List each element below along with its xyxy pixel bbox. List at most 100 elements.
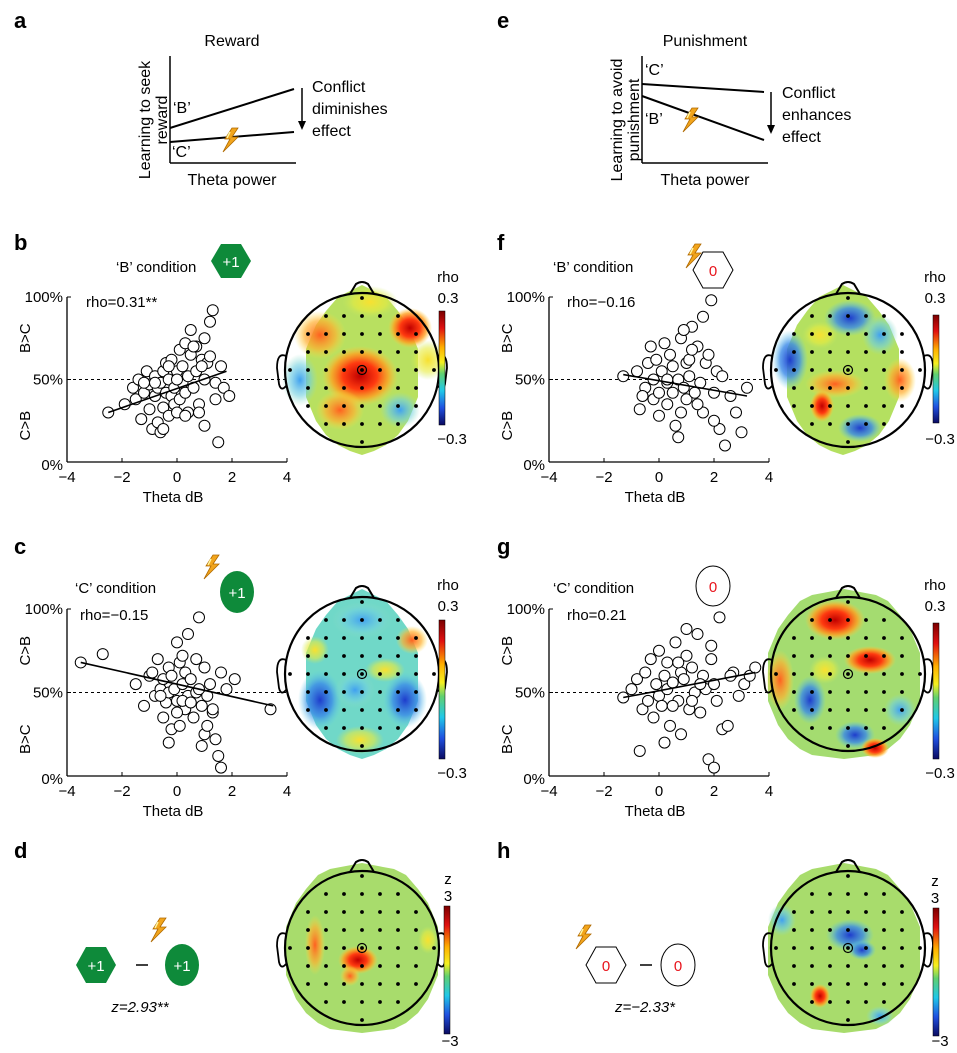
data-point bbox=[666, 699, 679, 712]
electrode-dot bbox=[828, 672, 832, 676]
x-tick-label: −4 bbox=[58, 469, 75, 486]
data-point bbox=[165, 669, 178, 682]
colorbar-gradient bbox=[932, 622, 940, 760]
data-point bbox=[708, 414, 720, 427]
schematic-note-2: enhances bbox=[782, 107, 851, 124]
electrode-dot bbox=[846, 440, 850, 444]
head-h bbox=[762, 859, 934, 1027]
data-point bbox=[705, 294, 718, 307]
schematic-ylabel: Learning to seek bbox=[137, 60, 154, 179]
electrode-dot bbox=[792, 964, 796, 968]
electrode-dot bbox=[882, 946, 886, 950]
lightning-icon bbox=[203, 554, 220, 580]
data-point bbox=[664, 719, 676, 732]
electrode-dot bbox=[882, 964, 886, 968]
electrode-dot bbox=[360, 350, 364, 354]
scatter-panel-c: −4 −2 0 2 4 0% 50% 100% Theta dB C>B B>C ‘C’ condit… bbox=[17, 580, 291, 820]
data-point bbox=[716, 370, 729, 383]
electrode-dot bbox=[810, 928, 814, 932]
electrode-dot bbox=[324, 964, 328, 968]
electrode-dot bbox=[396, 422, 400, 426]
data-point bbox=[215, 360, 227, 373]
data-point bbox=[705, 653, 718, 666]
data-point bbox=[664, 348, 676, 361]
electrode-dot bbox=[846, 708, 850, 712]
electrode-dot bbox=[810, 350, 814, 354]
electrode-dot bbox=[918, 368, 922, 372]
colorbar-gradient bbox=[932, 907, 940, 1037]
data-point bbox=[201, 719, 214, 732]
electrode-dot bbox=[882, 654, 886, 658]
electrode-dot bbox=[810, 386, 814, 390]
colorbar-d: z 3 −3 bbox=[441, 871, 458, 1050]
electrode-dot bbox=[900, 332, 904, 336]
colorbar-max: 0.3 bbox=[438, 598, 459, 615]
data-point bbox=[198, 419, 211, 432]
electrode-dot bbox=[828, 726, 832, 730]
colorbar-gradient bbox=[438, 310, 446, 426]
electrode-dot bbox=[396, 708, 400, 712]
electrode-dot bbox=[396, 332, 400, 336]
electrode-dot bbox=[864, 654, 868, 658]
electrode-dot bbox=[342, 404, 346, 408]
data-point bbox=[633, 403, 646, 416]
x-tick-label: 4 bbox=[283, 469, 291, 486]
panel-letter-d: d bbox=[14, 838, 27, 863]
y-axis-label-bottom: B>C bbox=[17, 724, 34, 754]
data-point bbox=[677, 324, 690, 336]
head-outline bbox=[283, 869, 441, 1027]
data-point bbox=[625, 683, 638, 696]
data-point bbox=[694, 706, 707, 719]
electrode-dot bbox=[324, 314, 328, 318]
electrode-dot bbox=[342, 708, 346, 712]
fcz-marker bbox=[842, 942, 854, 954]
neutral-ellipse-icon-g: 0 bbox=[695, 565, 731, 607]
electrode-dot bbox=[360, 368, 364, 372]
data-point bbox=[171, 706, 183, 719]
electrode-dot bbox=[360, 1018, 364, 1022]
electrode-dot bbox=[792, 386, 796, 390]
data-point bbox=[661, 398, 674, 411]
electrode-dot bbox=[864, 386, 868, 390]
data-point bbox=[655, 699, 668, 712]
electrode-dot bbox=[810, 368, 814, 372]
electrode-dot bbox=[882, 910, 886, 914]
electrode-dot bbox=[360, 654, 364, 658]
colorbar-max: 0.3 bbox=[925, 598, 946, 615]
electrode-dot bbox=[828, 964, 832, 968]
electrode-dot bbox=[792, 982, 796, 986]
electrode-dot bbox=[810, 690, 814, 694]
data-point bbox=[204, 678, 216, 691]
electrode-dot bbox=[918, 672, 922, 676]
head-f bbox=[762, 281, 934, 449]
colorbar-min: −0.3 bbox=[437, 431, 467, 448]
electrode-dot bbox=[864, 982, 868, 986]
reward-ellipse-icon bbox=[165, 944, 199, 986]
colorbar-gradient bbox=[443, 905, 451, 1035]
electrode-dot bbox=[342, 726, 346, 730]
colorbar-label: z bbox=[931, 873, 939, 890]
electrode-dot bbox=[846, 726, 850, 730]
data-point bbox=[749, 661, 762, 674]
x-tick-label: −2 bbox=[113, 469, 130, 486]
data-point bbox=[184, 673, 197, 686]
electrode-dot bbox=[774, 368, 778, 372]
electrode-dot bbox=[324, 636, 328, 640]
regression-line bbox=[80, 661, 274, 707]
electrode-dot bbox=[900, 404, 904, 408]
data-point bbox=[680, 393, 693, 406]
x-tick-label: 0 bbox=[655, 469, 663, 486]
electrode-dot bbox=[324, 946, 328, 950]
colorbar-min: −0.3 bbox=[925, 431, 955, 448]
electrode-dot bbox=[306, 654, 310, 658]
electrode-dot bbox=[810, 314, 814, 318]
data-point bbox=[683, 353, 696, 366]
data-point bbox=[176, 360, 189, 373]
electrode-dot bbox=[378, 690, 382, 694]
y-tick-label: 0% bbox=[41, 771, 63, 788]
electrode-dot bbox=[900, 946, 904, 950]
y-tick-label: 50% bbox=[33, 685, 63, 702]
electrode-dot bbox=[828, 654, 832, 658]
electrode-dot bbox=[792, 928, 796, 932]
data-point bbox=[735, 426, 748, 439]
